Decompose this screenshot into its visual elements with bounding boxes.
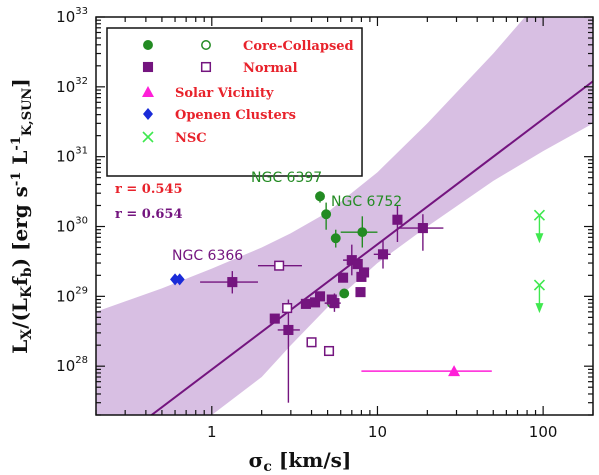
y-tick-label: 1028 xyxy=(56,355,88,375)
normal-point xyxy=(338,272,349,283)
core-collapsed-point xyxy=(357,227,368,238)
nsc-point xyxy=(533,209,546,221)
fit-confidence-band xyxy=(96,17,593,415)
y-tick-label: 1033 xyxy=(56,6,88,26)
fit-line-layer xyxy=(149,80,593,415)
x-tick-label: 10 xyxy=(368,423,387,441)
normal-point xyxy=(269,313,280,324)
legend-marker-solar-vicinity xyxy=(142,86,154,97)
normal-point xyxy=(274,260,285,271)
normal-point xyxy=(323,345,335,357)
legend-marker-openen-clusters xyxy=(143,108,153,120)
core-collapsed-point xyxy=(339,288,350,299)
correlation-red: r = 0.545 xyxy=(115,182,183,197)
svg-text:LX/(LKfb) [erg s-1 L-1K,SUN]: LX/(LKfb) [erg s-1 L-1K,SUN] xyxy=(8,78,35,354)
core-collapsed-point xyxy=(330,233,341,244)
points-layer xyxy=(170,191,546,403)
legend-label-nsc: NSC xyxy=(175,131,207,146)
x-axis-title: σc [km/s] xyxy=(249,448,352,475)
svg-text:σc [km/s]: σc [km/s] xyxy=(249,448,352,475)
normal-point xyxy=(282,302,293,314)
fit-line xyxy=(149,80,593,415)
legend-marker-core-collapsed xyxy=(143,40,153,50)
normal-point xyxy=(392,214,403,225)
normal-point xyxy=(306,337,317,348)
legend-marker-open-normal xyxy=(200,61,212,73)
normal-point xyxy=(314,291,326,302)
normal-point xyxy=(227,277,238,288)
normal-point xyxy=(355,287,366,298)
annotation-ngc6366: NGC 6366 xyxy=(172,248,243,264)
legend-label-normal: Normal xyxy=(243,61,298,76)
nsc-point xyxy=(533,279,546,291)
normal-point xyxy=(417,223,428,234)
solar-vicinity-point xyxy=(448,365,461,377)
x-tick-label: 100 xyxy=(529,423,558,441)
y-axis-title: LX/(LKfb) [erg s-1 L-1K,SUN] xyxy=(8,78,35,354)
x-tick-label: 1 xyxy=(207,423,217,441)
normal-point xyxy=(329,298,340,309)
y-tick-label: 1032 xyxy=(56,76,88,96)
normal-point xyxy=(359,267,370,278)
ticks-layer: 1 10 100 1028 1029 1030 1031 1032 1033 xyxy=(56,6,594,441)
core-collapsed-point xyxy=(321,209,332,220)
annotation-ngc6397: NGC 6397 xyxy=(251,170,322,186)
fit-band-layer xyxy=(96,17,593,415)
plot-frame xyxy=(95,16,594,416)
legend-marker-nsc xyxy=(142,131,154,143)
upper-limit-arrowhead xyxy=(535,233,544,244)
x-stroke xyxy=(142,131,154,143)
normal-point xyxy=(283,324,294,336)
legend-marker-normal xyxy=(142,61,154,73)
legend-box: Core-Collapsed Normal Solar Vicinity Openen… xyxy=(106,27,363,177)
y-tick-label: 1030 xyxy=(56,216,88,236)
annotation-ngc6752: NGC 6752 xyxy=(331,194,402,210)
normal-point xyxy=(300,298,311,309)
y-tick-label: 1031 xyxy=(56,146,88,166)
legend-marker-open-core-collapsed xyxy=(201,40,211,50)
normal-point xyxy=(352,259,363,270)
correlation-purple: r = 0.654 xyxy=(115,207,183,222)
legend-label-solar-vicinity: Solar Vicinity xyxy=(175,86,274,101)
normal-point xyxy=(377,249,389,260)
y-tick-label: 1029 xyxy=(56,285,88,305)
x-stroke xyxy=(533,279,546,291)
openen-clusters-point xyxy=(174,273,185,286)
legend-label-core-collapsed: Core-Collapsed xyxy=(243,39,354,54)
upper-limit-arrowhead xyxy=(535,303,544,314)
core-collapsed-point xyxy=(315,191,325,202)
x-stroke xyxy=(533,209,546,221)
legend-label-openen-clusters: Openen Clusters xyxy=(175,108,296,123)
